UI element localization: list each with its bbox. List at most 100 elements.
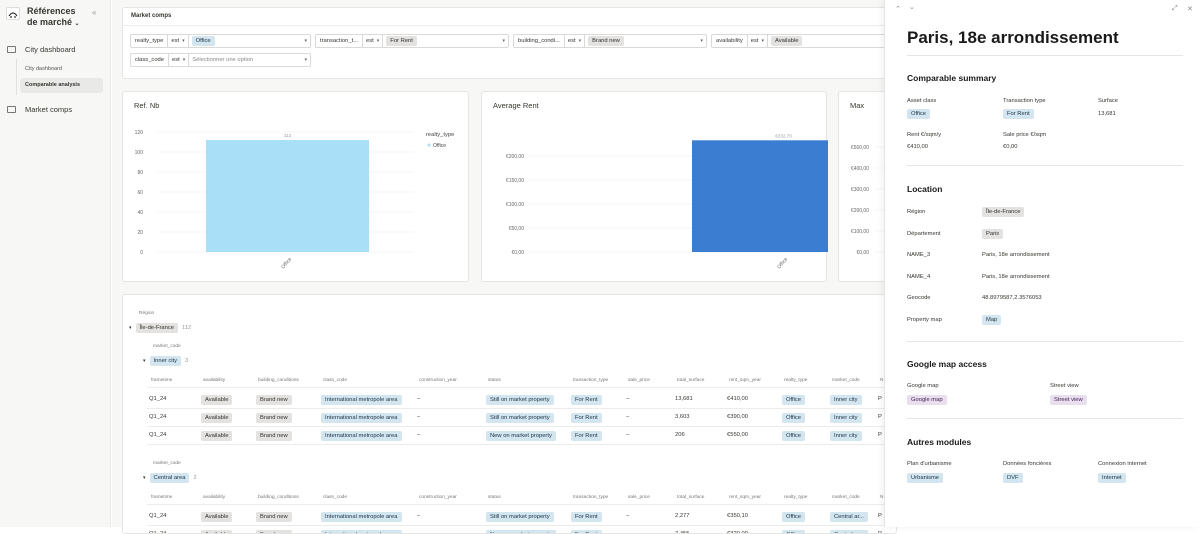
filter-transaction-type[interactable]: transaction_t... est ▾ For Rent ▾ bbox=[315, 34, 509, 48]
cell-tag: International metropole area bbox=[321, 512, 402, 522]
column-header[interactable]: rent_sqm_year bbox=[729, 495, 761, 500]
chevron-down-icon[interactable]: ▾ bbox=[129, 325, 132, 331]
cell-tag: Brand new bbox=[256, 530, 292, 534]
table-cell: Central ar... bbox=[830, 512, 868, 522]
column-header[interactable]: realty_type bbox=[784, 495, 807, 500]
legend-item: Office bbox=[433, 143, 446, 149]
region-group-row[interactable]: ▾ Île-de-France 112 bbox=[129, 323, 191, 333]
filter-value-tag: Available bbox=[771, 36, 802, 46]
table-cell: International metropole area bbox=[321, 395, 402, 405]
market-group-row[interactable]: ▾ Inner city 3 bbox=[143, 356, 188, 366]
divider bbox=[907, 55, 1183, 56]
column-header[interactable]: transaction_type bbox=[573, 495, 608, 500]
app-title[interactable]: Références de marché ⌄ bbox=[27, 6, 87, 30]
table-cell: Available bbox=[201, 512, 232, 522]
bar-office[interactable] bbox=[692, 140, 828, 252]
google-map-link[interactable]: Google map bbox=[907, 395, 947, 405]
filter-value[interactable]: For Rent ▾ bbox=[383, 35, 508, 47]
chevron-down-icon: ▾ bbox=[502, 38, 505, 44]
table-cell: Still on market property bbox=[486, 395, 554, 405]
filter-value[interactable]: Office ▾ bbox=[189, 35, 310, 47]
column-header[interactable]: availability bbox=[203, 378, 225, 383]
column-header[interactable]: building_conditions bbox=[258, 495, 299, 500]
column-header[interactable]: status bbox=[488, 495, 501, 500]
sidebar-item-city-dashboard[interactable]: City dashboard bbox=[7, 45, 75, 54]
bar-office[interactable] bbox=[206, 140, 369, 252]
chevron-up-icon[interactable]: ⌃ bbox=[895, 5, 901, 13]
filters-title: Market comps bbox=[131, 13, 171, 19]
cell-tag: Inner city bbox=[830, 431, 862, 441]
group-count: 112 bbox=[182, 325, 191, 331]
column-header[interactable]: status bbox=[488, 378, 501, 383]
filter-value[interactable]: Brand new ▾ bbox=[585, 35, 706, 47]
column-header[interactable]: market_code bbox=[832, 378, 860, 383]
expand-icon[interactable]: ⤢ bbox=[1172, 5, 1178, 13]
cell-tag: Still on market property bbox=[486, 413, 554, 423]
table-cell: P bbox=[878, 432, 882, 438]
market-group-row[interactable]: ▾ Central area 2 bbox=[143, 473, 197, 483]
dvf-link[interactable]: DVF bbox=[1003, 473, 1023, 483]
y-tick-label: 120 bbox=[135, 130, 144, 136]
table-cell: – bbox=[417, 432, 420, 438]
column-header[interactable]: market_code bbox=[832, 495, 860, 500]
location-value[interactable]: Map bbox=[982, 315, 1001, 325]
column-header[interactable]: transaction_type bbox=[573, 378, 608, 383]
column-header[interactable]: frametime bbox=[151, 495, 172, 500]
location-label: Geocode bbox=[907, 295, 931, 301]
close-icon[interactable]: ✕ bbox=[1187, 5, 1193, 13]
table-cell: Office bbox=[782, 512, 805, 522]
filter-operator[interactable]: est ▾ bbox=[168, 35, 188, 47]
column-header[interactable]: frametime bbox=[151, 378, 172, 383]
region-tag: Île-de-France bbox=[136, 323, 178, 333]
column-header[interactable]: realty_type bbox=[784, 378, 807, 383]
table-cell: International metropole area bbox=[321, 431, 402, 441]
chevron-down-icon[interactable]: ▾ bbox=[143, 475, 146, 481]
filter-availability[interactable]: availability est▾ Available▾ bbox=[711, 34, 891, 48]
table-cell: Available bbox=[201, 413, 232, 423]
urbanisme-link[interactable]: Urbanisme bbox=[907, 473, 943, 483]
chevron-down-icon[interactable]: ⌄ bbox=[909, 3, 915, 11]
filter-value-select[interactable]: Sélectionner une option ▾ bbox=[189, 54, 310, 66]
table-cell: – bbox=[626, 513, 629, 519]
bar-chart: 020406080100120 112Officerealty_typeOffic… bbox=[123, 92, 470, 283]
table-cell: Q1_24 bbox=[149, 432, 166, 438]
filter-placeholder: Sélectionner une option bbox=[192, 57, 253, 63]
column-header[interactable]: N bbox=[880, 378, 883, 383]
filter-operator[interactable]: est ▾ bbox=[169, 54, 189, 66]
column-header[interactable]: total_surface bbox=[677, 378, 704, 383]
table-cell: International metropole area bbox=[321, 512, 402, 522]
sidebar-subitem-city-dashboard[interactable]: City dashboard bbox=[20, 62, 103, 77]
filter-value[interactable]: Available▾ bbox=[768, 35, 890, 47]
filter-realty-type[interactable]: realty_type est ▾ Office ▾ bbox=[130, 34, 311, 48]
chevron-down-icon[interactable]: ▾ bbox=[143, 358, 146, 364]
street-view-link[interactable]: Street view bbox=[1050, 395, 1087, 405]
sidebar-subitem-comparable-analysis[interactable]: Comparable analysis bbox=[20, 78, 103, 93]
column-header[interactable]: sale_price bbox=[628, 495, 650, 500]
location-tag: Paris bbox=[982, 229, 1003, 239]
table-cell: €410,00 bbox=[727, 396, 748, 402]
filter-operator[interactable]: est ▾ bbox=[565, 35, 585, 47]
collapse-sidebar-icon[interactable]: « bbox=[92, 8, 96, 17]
column-header[interactable]: rent_sqm_year bbox=[729, 378, 761, 383]
filter-class-code[interactable]: class_code est ▾ Sélectionner une option ▾ bbox=[130, 53, 311, 67]
sidebar-item-market-comps[interactable]: Market comps bbox=[7, 105, 72, 114]
table-cell: Inner city bbox=[830, 413, 862, 423]
column-header[interactable]: N bbox=[880, 495, 883, 500]
column-header[interactable]: class_code bbox=[323, 495, 347, 500]
filter-building-condition[interactable]: building_condi... est ▾ Brand new ▾ bbox=[513, 34, 707, 48]
column-header[interactable]: total_surface bbox=[677, 495, 704, 500]
column-header[interactable]: construction_year bbox=[419, 378, 457, 383]
internet-link[interactable]: Internet bbox=[1098, 473, 1126, 483]
column-header[interactable]: availability bbox=[203, 495, 225, 500]
cell-tag: International metropole area bbox=[321, 530, 402, 534]
column-header[interactable]: class_code bbox=[323, 378, 347, 383]
divider bbox=[147, 525, 897, 526]
column-header[interactable]: sale_price bbox=[628, 378, 650, 383]
column-header[interactable]: construction_year bbox=[419, 495, 457, 500]
column-header[interactable]: building_conditions bbox=[258, 378, 299, 383]
cell-tag: Brand new bbox=[256, 413, 292, 423]
region-header: Région bbox=[139, 311, 154, 316]
filter-operator[interactable]: est ▾ bbox=[748, 35, 768, 47]
filter-operator[interactable]: est ▾ bbox=[363, 35, 383, 47]
table-cell: 2,277 bbox=[675, 513, 690, 519]
